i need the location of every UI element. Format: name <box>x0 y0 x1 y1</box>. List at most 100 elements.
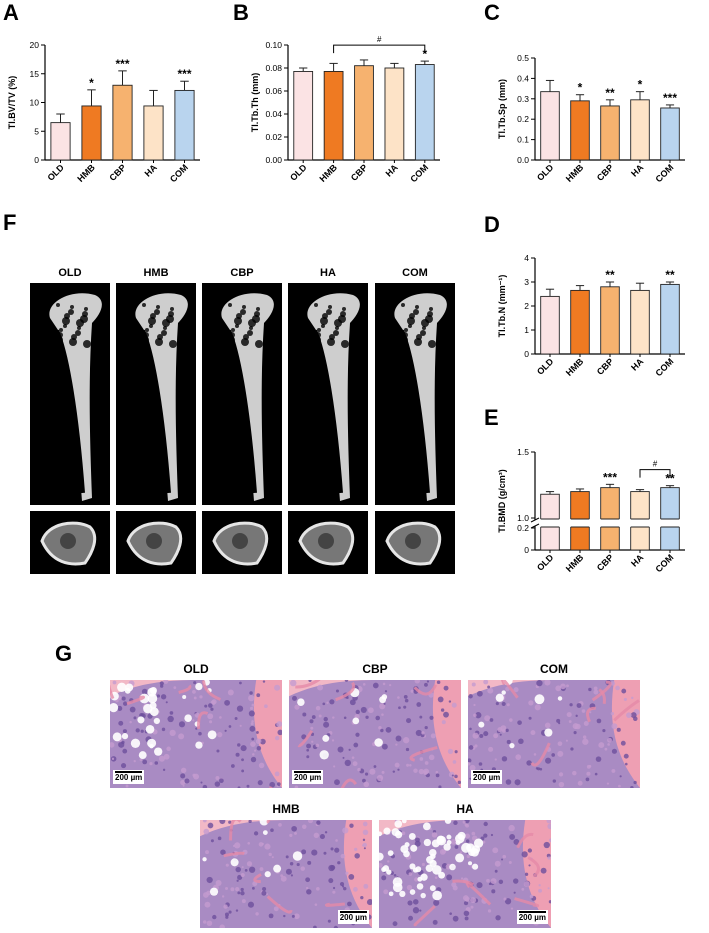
microct-longitudinal-ha <box>288 283 368 505</box>
significance-label: ** <box>665 268 675 282</box>
y-tick-label: 0.2 <box>517 523 529 533</box>
microct-label-old: OLD <box>58 267 82 279</box>
bar-hmb <box>570 289 590 355</box>
y-tick-label: 1.5 <box>517 447 529 457</box>
x-tick-label: OLD <box>535 162 556 183</box>
bar-cbp <box>112 84 133 161</box>
histology-image-cbp: 200 µm <box>289 680 461 788</box>
bar-old <box>540 295 560 355</box>
y-tick-label: 0.0 <box>517 155 529 165</box>
bar-ha <box>630 289 650 355</box>
y-tick-label: 0.4 <box>517 73 529 83</box>
chart-b-tb-th: 0.00 0.02 0.04 0.06 0.08 0.10 Tl.Tb.Th (mm) OLD… <box>250 35 440 184</box>
y-tick-label: 10 <box>30 98 40 108</box>
panel-letter-g: G <box>55 641 73 666</box>
y-tick-label: 0 <box>524 545 529 555</box>
scale-bar-label: 200 µm <box>518 913 546 923</box>
y-axis-label: Tl.BV/TV (%) <box>7 76 17 130</box>
x-tick-label: CBP <box>595 552 616 573</box>
x-tick-label: CBP <box>107 162 128 183</box>
x-tick-label: HA <box>143 162 160 179</box>
scale-bar-label: 200 µm <box>294 773 322 783</box>
microct-cross-section-ha <box>288 511 368 574</box>
bar-hmb <box>570 100 590 161</box>
y-tick-label: 0.00 <box>265 155 282 165</box>
microct-label-ha: HA <box>320 267 336 279</box>
x-tick-label: HA <box>384 162 401 179</box>
y-tick-label: 0.1 <box>517 135 529 145</box>
microct-label-hmb: HMB <box>143 267 169 279</box>
panel-letter-a: A <box>3 0 19 25</box>
x-tick-label: HMB <box>564 162 586 184</box>
microct-cross-section-cbp <box>202 511 282 574</box>
y-tick-label: 20 <box>30 40 40 50</box>
bar-old <box>540 91 560 161</box>
microct-label-com: COM <box>402 267 428 279</box>
y-tick-label: 15 <box>30 69 40 79</box>
x-tick-label: HA <box>629 356 646 373</box>
bar-old <box>50 122 71 161</box>
scale-bar: 200 µm <box>292 770 324 784</box>
microct-cross-section-hmb <box>116 511 196 574</box>
bar-cbp <box>354 65 374 161</box>
histology-image-hmb: 200 µm <box>200 820 372 928</box>
y-tick-label: 0.02 <box>265 132 282 142</box>
significance-label: * <box>638 78 643 92</box>
x-tick-label: HMB <box>564 356 586 378</box>
y-axis-label: Tl.Tb.Th (mm) <box>250 73 260 133</box>
scale-bar: 200 µm <box>516 910 548 924</box>
histology-image-old: 200 µm <box>110 680 282 788</box>
y-tick-label: 0.3 <box>517 94 529 104</box>
bar-old <box>293 71 314 161</box>
y-tick-label: 0.06 <box>265 86 282 96</box>
x-tick-label: OLD <box>288 162 309 183</box>
y-tick-label: 0 <box>524 349 529 359</box>
y-tick-label: 0.08 <box>265 63 282 73</box>
significance-label: * <box>422 47 427 61</box>
x-tick-label: CBP <box>595 162 616 183</box>
significance-bracket <box>639 469 671 478</box>
x-tick-label: COM <box>653 162 675 184</box>
y-tick-label: 2 <box>524 301 529 311</box>
histology-image-com: 200 µm <box>468 680 640 788</box>
bar-com <box>174 89 195 161</box>
bracket-label: # <box>377 35 382 44</box>
histology-title-cbp: CBP <box>362 662 388 676</box>
histology-image-ha: 200 µm <box>379 820 551 928</box>
y-tick-label: 5 <box>34 126 39 136</box>
chart-a-bv-tv: 0 5 10 15 20 Tl.BV/TV (%) OLD * HMB *** CBP HA *** CO… <box>7 40 200 184</box>
bar-ha <box>630 99 650 161</box>
x-tick-label: HMB <box>564 552 586 574</box>
significance-label: ** <box>665 472 675 486</box>
y-tick-label: 0 <box>34 155 39 165</box>
chart-d-tb-n: 0 1 2 3 4 Tl.Tb.N (mm⁻¹) OLD HMB ** CBP HA ** COM <box>497 253 685 378</box>
x-tick-label: HMB <box>75 162 97 184</box>
y-tick-label: 0.10 <box>265 40 282 50</box>
y-axis-label: Tl.Tb.N (mm⁻¹) <box>497 275 507 338</box>
bar-ha <box>143 105 164 161</box>
scale-bar-label: 200 µm <box>115 773 143 783</box>
x-tick-label: COM <box>408 162 430 184</box>
y-tick-label: 0.2 <box>517 114 529 124</box>
histology-title-hmb: HMB <box>272 802 300 816</box>
x-tick-label: HMB <box>317 162 339 184</box>
x-tick-label: COM <box>168 162 190 184</box>
bar-hmb <box>323 71 344 161</box>
bar-ha <box>384 67 405 161</box>
microct-label-cbp: CBP <box>230 267 254 279</box>
x-tick-label: HA <box>629 162 646 179</box>
scale-bar: 200 µm <box>113 770 145 784</box>
bracket-label: # <box>653 460 658 469</box>
panel-letter-f: F <box>3 210 17 235</box>
scale-bar-label: 200 µm <box>339 913 367 923</box>
chart-c-tb-sp: 0.00.10.20.30.40.5Tl.Tb.Sp (mm)OLD*HMB**… <box>497 53 685 184</box>
histology-title-old: OLD <box>183 662 209 676</box>
x-tick-label: HA <box>629 552 646 569</box>
significance-label: * <box>89 76 94 90</box>
chart-e-bmd: 0 0.21.0 1.5 Tl.BMD (g/cm³) OLD HMB *** CBP HA **… <box>497 447 685 574</box>
x-tick-label: CBP <box>595 356 616 377</box>
microct-cross-section-old <box>30 511 110 574</box>
bar-hmb <box>81 105 102 161</box>
panel-letter-e: E <box>484 405 499 430</box>
panel-letter-d: D <box>484 212 500 237</box>
